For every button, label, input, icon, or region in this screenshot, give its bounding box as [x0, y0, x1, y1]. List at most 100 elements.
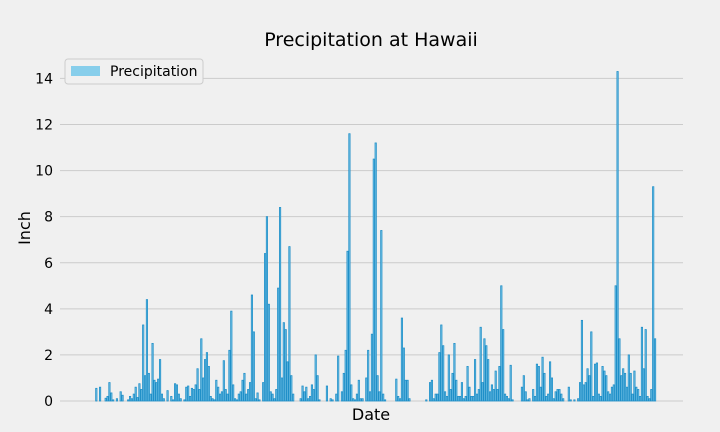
precipitation-bar [217, 386, 220, 402]
precipitation-bar [147, 372, 150, 402]
precipitation-bar [449, 389, 452, 402]
precipitation-bar [219, 393, 222, 402]
precipitation-bar [241, 379, 244, 402]
precipitation-bar [170, 395, 173, 402]
precipitation-bar [534, 395, 537, 402]
precipitation-bar [325, 385, 328, 402]
precipitation-bar [230, 310, 233, 402]
precipitation-bar [586, 368, 589, 402]
precipitation-bar [468, 386, 471, 402]
precipitation-bar [329, 398, 332, 402]
precipitation-bar [256, 392, 259, 402]
precipitation-bar [577, 398, 580, 402]
precipitation-bar [584, 382, 587, 402]
precipitation-bar [277, 287, 280, 402]
precipitation-bar [594, 363, 597, 402]
precipitation-bar [190, 387, 193, 402]
precipitation-bar [579, 382, 582, 402]
precipitation-bar [106, 395, 109, 402]
precipitation-bar [115, 398, 118, 402]
precipitation-bar [220, 391, 223, 402]
precipitation-bar [520, 386, 523, 402]
precipitation-bar [487, 359, 490, 402]
precipitation-bar [592, 395, 595, 402]
precipitation-bar [453, 342, 456, 402]
precipitation-bar [267, 303, 270, 402]
y-tick-label: 4 [44, 302, 53, 318]
precipitation-bar [104, 397, 107, 402]
legend-frame [64, 58, 204, 85]
precipitation-bar [466, 366, 469, 402]
precipitation-bar [162, 398, 165, 402]
precipitation-bar [549, 361, 552, 402]
precipitation-bar [539, 386, 542, 402]
precipitation-bar [625, 386, 628, 402]
precipitation-bar [211, 398, 214, 402]
precipitation-bar [153, 379, 156, 402]
precipitation-bar [460, 382, 463, 402]
precipitation-bar [249, 382, 252, 402]
precipitation-bar [567, 386, 570, 402]
precipitation-bar [498, 366, 501, 402]
precipitation-bar [316, 375, 319, 402]
precipitation-bar [376, 375, 379, 402]
precipitation-bar [509, 364, 512, 402]
precipitation-bar [457, 395, 460, 402]
y-tick-label: 10 [35, 164, 53, 180]
precipitation-bar [432, 398, 435, 402]
precipitation-bar [108, 382, 111, 402]
precipitation-bar [335, 393, 338, 402]
precipitation-bar [303, 391, 306, 402]
precipitation-bar [526, 399, 529, 402]
precipitation-bar [464, 395, 467, 402]
precipitation-bar [384, 399, 387, 402]
precipitation-bar [631, 393, 634, 402]
precipitation-bar [309, 395, 312, 402]
precipitation-bar [524, 391, 527, 402]
precipitation-bar [222, 360, 225, 402]
precipitation-bar [245, 393, 248, 402]
precipitation-bar [130, 398, 133, 402]
precipitation-bar [215, 379, 218, 402]
precipitation-bar [95, 387, 98, 402]
precipitation-bar [404, 379, 407, 402]
precipitation-bar [603, 370, 606, 402]
precipitation-bar [472, 395, 475, 402]
precipitation-bar [633, 370, 636, 402]
precipitation-bar [624, 372, 627, 402]
precipitation-bar [505, 395, 508, 402]
precipitation-bar [183, 399, 186, 402]
precipitation-bar [136, 397, 139, 402]
precipitation-bar [374, 142, 377, 402]
precipitation-bar [610, 386, 613, 402]
precipitation-bar [372, 158, 375, 402]
precipitation-bar [635, 386, 638, 402]
precipitation-bar [258, 399, 261, 402]
precipitation-bar [408, 398, 411, 402]
precipitation-bar [318, 399, 321, 402]
y-tick-label: 6 [44, 256, 53, 272]
precipitation-bar [644, 329, 647, 402]
legend-swatch [71, 66, 100, 76]
precipitation-bar [119, 391, 122, 402]
precipitation-bar [616, 71, 619, 402]
precipitation-bar [425, 399, 428, 402]
precipitation-bar [331, 399, 334, 402]
precipitation-bar [179, 398, 182, 402]
precipitation-bar [142, 324, 145, 402]
precipitation-bar [429, 382, 432, 402]
precipitation-bar [370, 333, 373, 402]
precipitation-bar [174, 383, 177, 402]
precipitation-bar [299, 398, 302, 402]
precipitation-bar [204, 359, 207, 402]
precipitation-bar [140, 389, 143, 402]
precipitation-bar [440, 324, 443, 402]
precipitation-bar [511, 399, 514, 402]
precipitation-bar [166, 390, 169, 402]
precipitation-bar [243, 372, 246, 402]
precipitation-bar [627, 354, 630, 402]
y-tick-label: 14 [35, 71, 53, 87]
precipitation-bar [348, 133, 351, 402]
precipitation-bar [132, 393, 135, 402]
precipitation-bar [172, 399, 175, 402]
